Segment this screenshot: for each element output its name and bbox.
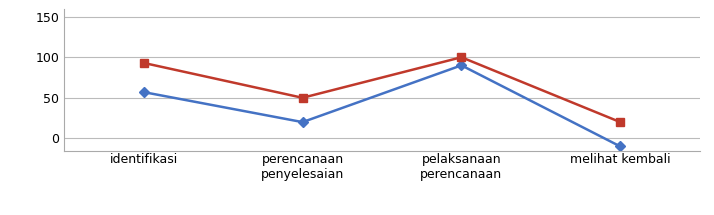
Tes Awal: [457, 64, 466, 67]
Ujicoba Kelompok Kecil: [457, 56, 466, 58]
Tes Awal: [298, 121, 307, 123]
Tes Awal: [616, 145, 625, 148]
Line: Ujicoba Kelompok Kecil: Ujicoba Kelompok Kecil: [139, 53, 625, 126]
Line: Tes Awal: Tes Awal: [140, 62, 624, 150]
Tes Awal: [139, 91, 148, 93]
Ujicoba Kelompok Kecil: [616, 121, 625, 123]
Ujicoba Kelompok Kecil: [298, 97, 307, 99]
Ujicoba Kelompok Kecil: [139, 62, 148, 64]
